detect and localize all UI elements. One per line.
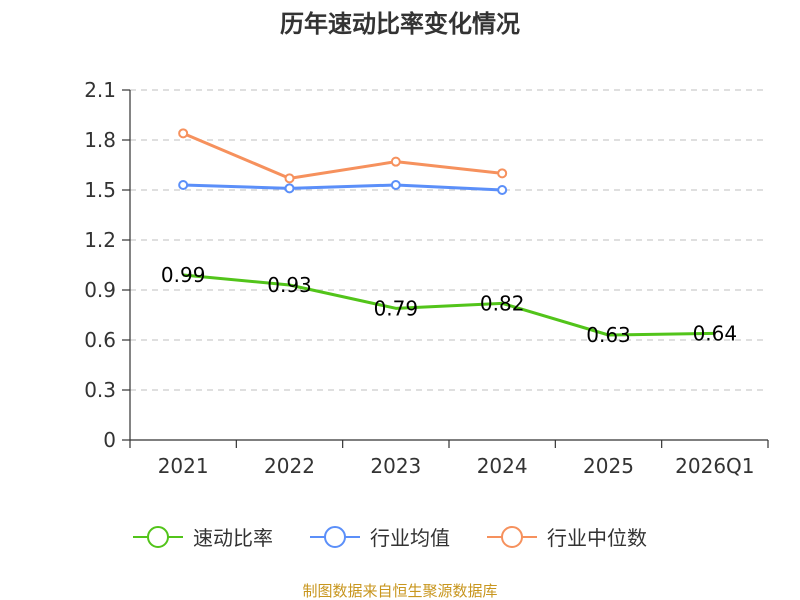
data-label: 0.93 — [267, 273, 312, 297]
axes: 0 0.3 0.6 0.9 1.2 1.5 1.8 2.1 2021 2022 2023 2024 20… — [84, 78, 769, 478]
series — [178, 128, 715, 337]
y-tick-label: 0.3 — [84, 378, 116, 402]
series-line — [183, 183, 503, 192]
legend: 速动比率 行业均值 行业中位数 — [133, 526, 647, 550]
legend-marker — [147, 526, 169, 548]
grid-lines — [130, 89, 768, 391]
data-point — [178, 180, 189, 190]
legend-label: 行业中位数 — [547, 526, 647, 550]
x-tick-label: 2026Q1 — [675, 454, 754, 478]
x-tick-label: 2023 — [370, 454, 421, 478]
data-point — [178, 128, 189, 139]
data-point — [284, 183, 295, 194]
legend-label: 速动比率 — [193, 526, 273, 550]
y-tick-label: 0 — [103, 428, 116, 452]
y-tick-label: 0.9 — [84, 278, 116, 302]
y-tick-label: 0.6 — [84, 328, 116, 352]
chart-title: 历年速动比率变化情况 — [280, 10, 520, 38]
series-line — [182, 131, 503, 180]
data-label: 0.64 — [693, 321, 738, 345]
data-point — [284, 173, 295, 184]
data-point — [497, 168, 508, 179]
data-label: 0.82 — [480, 291, 525, 315]
data-label: 0.79 — [374, 296, 419, 320]
legend-marker — [501, 526, 523, 548]
series-line — [183, 273, 715, 337]
data-point — [390, 156, 401, 167]
data-point — [390, 180, 401, 190]
y-tick-label: 1.2 — [84, 228, 116, 252]
source-note: 制图数据来自恒生聚源数据库 — [302, 582, 497, 600]
y-tick-label: 1.5 — [84, 178, 116, 202]
y-tick-label: 1.8 — [84, 128, 116, 152]
data-point — [497, 185, 508, 195]
x-tick-label: 2024 — [477, 454, 528, 478]
x-tick-label: 2025 — [583, 454, 634, 478]
y-tick-label: 2.1 — [84, 78, 116, 102]
legend-marker — [324, 526, 346, 548]
x-tick-label: 2022 — [264, 454, 315, 478]
data-labels: 0.99 0.93 0.79 0.82 0.63 0.64 — [161, 263, 737, 347]
legend-label: 行业均值 — [370, 526, 450, 550]
x-tick-label: 2021 — [158, 454, 209, 478]
data-label: 0.63 — [586, 323, 631, 347]
data-label: 0.99 — [161, 263, 206, 287]
